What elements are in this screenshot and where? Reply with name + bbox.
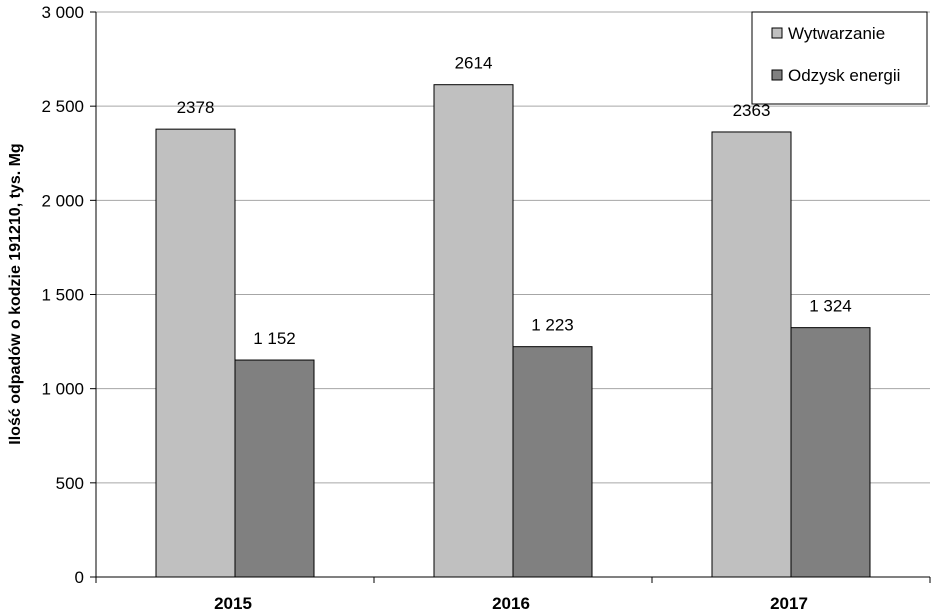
bar-wytwarzanie-2015 [155, 128, 236, 578]
y-tick-label: 1 000 [41, 380, 84, 399]
bar-wytwarzanie-2016 [433, 84, 514, 578]
legend-box [751, 11, 928, 105]
data-label: 2363 [733, 101, 771, 120]
data-label: 1 152 [253, 329, 296, 348]
data-label: 1 324 [809, 297, 852, 316]
x-category-label: 2016 [492, 594, 530, 613]
legend-swatch-odzysk-energii [771, 69, 783, 81]
y-tick-label: 0 [75, 568, 84, 587]
category-labels: 2015 2016 2017 [214, 594, 808, 613]
y-tick-label: 500 [56, 474, 84, 493]
y-axis-title: Ilość odpadów o kodzie 191210, tys. Mg [7, 143, 24, 444]
data-labels: 2378 1 152 2614 1 223 2363 1 324 [177, 54, 852, 348]
legend-label-wytwarzanie: Wytwarzanie [788, 24, 885, 43]
x-category-label: 2015 [214, 594, 252, 613]
legend: Wytwarzanie Odzysk energii [751, 11, 928, 105]
bars [155, 84, 871, 578]
legend-swatch-wytwarzanie [771, 27, 783, 39]
legend-label-odzysk-energii: Odzysk energii [788, 66, 900, 85]
y-tick-label: 3 000 [41, 3, 84, 22]
y-tick-label: 2 500 [41, 97, 84, 116]
data-label: 2378 [177, 98, 215, 117]
axes [95, 12, 931, 583]
y-tick-label: 1 500 [41, 286, 84, 305]
bar-wytwarzanie-2017 [711, 131, 792, 578]
y-tick-label: 2 000 [41, 191, 84, 210]
bar-odzysk-energii-2015 [234, 359, 315, 578]
y-axis-ticks: 0 500 1 000 1 500 2 000 2 500 3 000 [41, 3, 96, 587]
bar-odzysk-energii-2016 [512, 346, 593, 578]
data-label: 1 223 [531, 316, 574, 335]
bar-odzysk-energii-2017 [790, 327, 871, 578]
x-category-label: 2017 [770, 594, 808, 613]
data-label: 2614 [455, 54, 493, 73]
